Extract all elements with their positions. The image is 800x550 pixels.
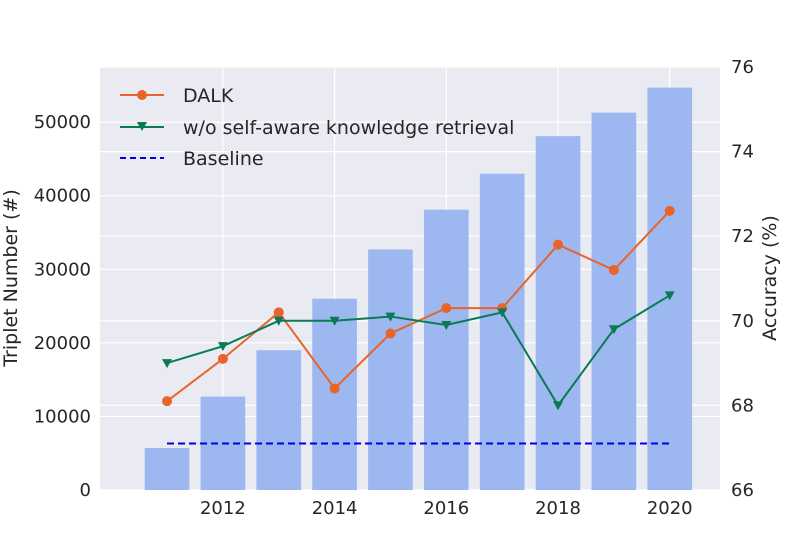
point-dalk-2012: [217, 353, 228, 364]
right-tick-76: 76: [731, 57, 754, 78]
bar-2020: [647, 87, 693, 490]
left-tick-30000: 30000: [34, 259, 91, 280]
point-dalk-2020: [664, 205, 675, 216]
legend-marker-wo-retrieval: [137, 122, 147, 131]
left-tick-10000: 10000: [34, 406, 91, 427]
point-dalk-2014: [329, 383, 340, 394]
point-dalk-2013: [273, 307, 284, 318]
x-tick-2016: 2016: [423, 498, 469, 519]
right-axis-label: Accuracy (%): [759, 215, 781, 341]
point-dalk-2011: [162, 396, 173, 407]
point-dalk-2018: [553, 239, 564, 250]
left-axis-label: Triplet Number (#): [0, 189, 22, 368]
bar-2018: [535, 136, 581, 490]
point-wo-retrieval-2012: [217, 342, 228, 352]
lines: [162, 205, 675, 411]
point-dalk-2015: [385, 328, 396, 339]
point-wo-retrieval-2018: [553, 401, 564, 411]
tick-labels: 0 10000 20000 30000 40000 50000 66 68 70 72 74 76 20…: [34, 57, 754, 519]
x-tick-2012: 2012: [200, 498, 246, 519]
left-tick-50000: 50000: [34, 112, 91, 133]
legend-entry-wo-retrieval: w/o self-aware knowledge retrieval: [120, 117, 514, 139]
right-tick-70: 70: [731, 311, 754, 332]
legend: DALK w/o self-aware knowledge retrieval …: [120, 85, 514, 170]
legend-entry-baseline: Baseline: [120, 148, 264, 170]
legend-label-baseline: Baseline: [183, 148, 264, 170]
bar-2011: [144, 448, 190, 490]
left-tick-20000: 20000: [34, 333, 91, 354]
point-wo-retrieval-2015: [385, 312, 396, 322]
line-wo-retrieval: [166, 294, 671, 408]
bar-2019: [591, 112, 637, 490]
point-wo-retrieval-2020: [664, 291, 675, 301]
left-tick-40000: 40000: [34, 186, 91, 207]
point-wo-retrieval-2016: [441, 321, 452, 331]
point-wo-retrieval-2017: [497, 308, 508, 318]
x-tick-2014: 2014: [312, 498, 358, 519]
bar-2017: [479, 173, 525, 491]
right-tick-72: 72: [731, 226, 754, 247]
bar-2016: [423, 209, 469, 490]
legend-label-dalk: DALK: [183, 85, 234, 107]
point-dalk-2016: [441, 303, 452, 314]
x-tick-2018: 2018: [535, 498, 581, 519]
bar-2014: [312, 298, 357, 490]
x-tick-2020: 2020: [647, 498, 693, 519]
legend-marker-dalk: [137, 90, 147, 100]
bar-2015: [368, 249, 413, 490]
point-wo-retrieval-2011: [162, 359, 173, 369]
point-dalk-2019: [608, 265, 619, 276]
right-tick-68: 68: [731, 395, 754, 416]
right-tick-74: 74: [731, 142, 754, 163]
bar-2013: [256, 350, 302, 490]
left-tick-0: 0: [80, 480, 91, 501]
point-wo-retrieval-2013: [273, 316, 284, 326]
point-wo-retrieval-2019: [608, 325, 619, 335]
legend-label-wo-retrieval: w/o self-aware knowledge retrieval: [183, 117, 514, 139]
point-wo-retrieval-2014: [329, 316, 340, 326]
right-tick-66: 66: [731, 480, 754, 501]
legend-entry-dalk: DALK: [120, 85, 234, 107]
